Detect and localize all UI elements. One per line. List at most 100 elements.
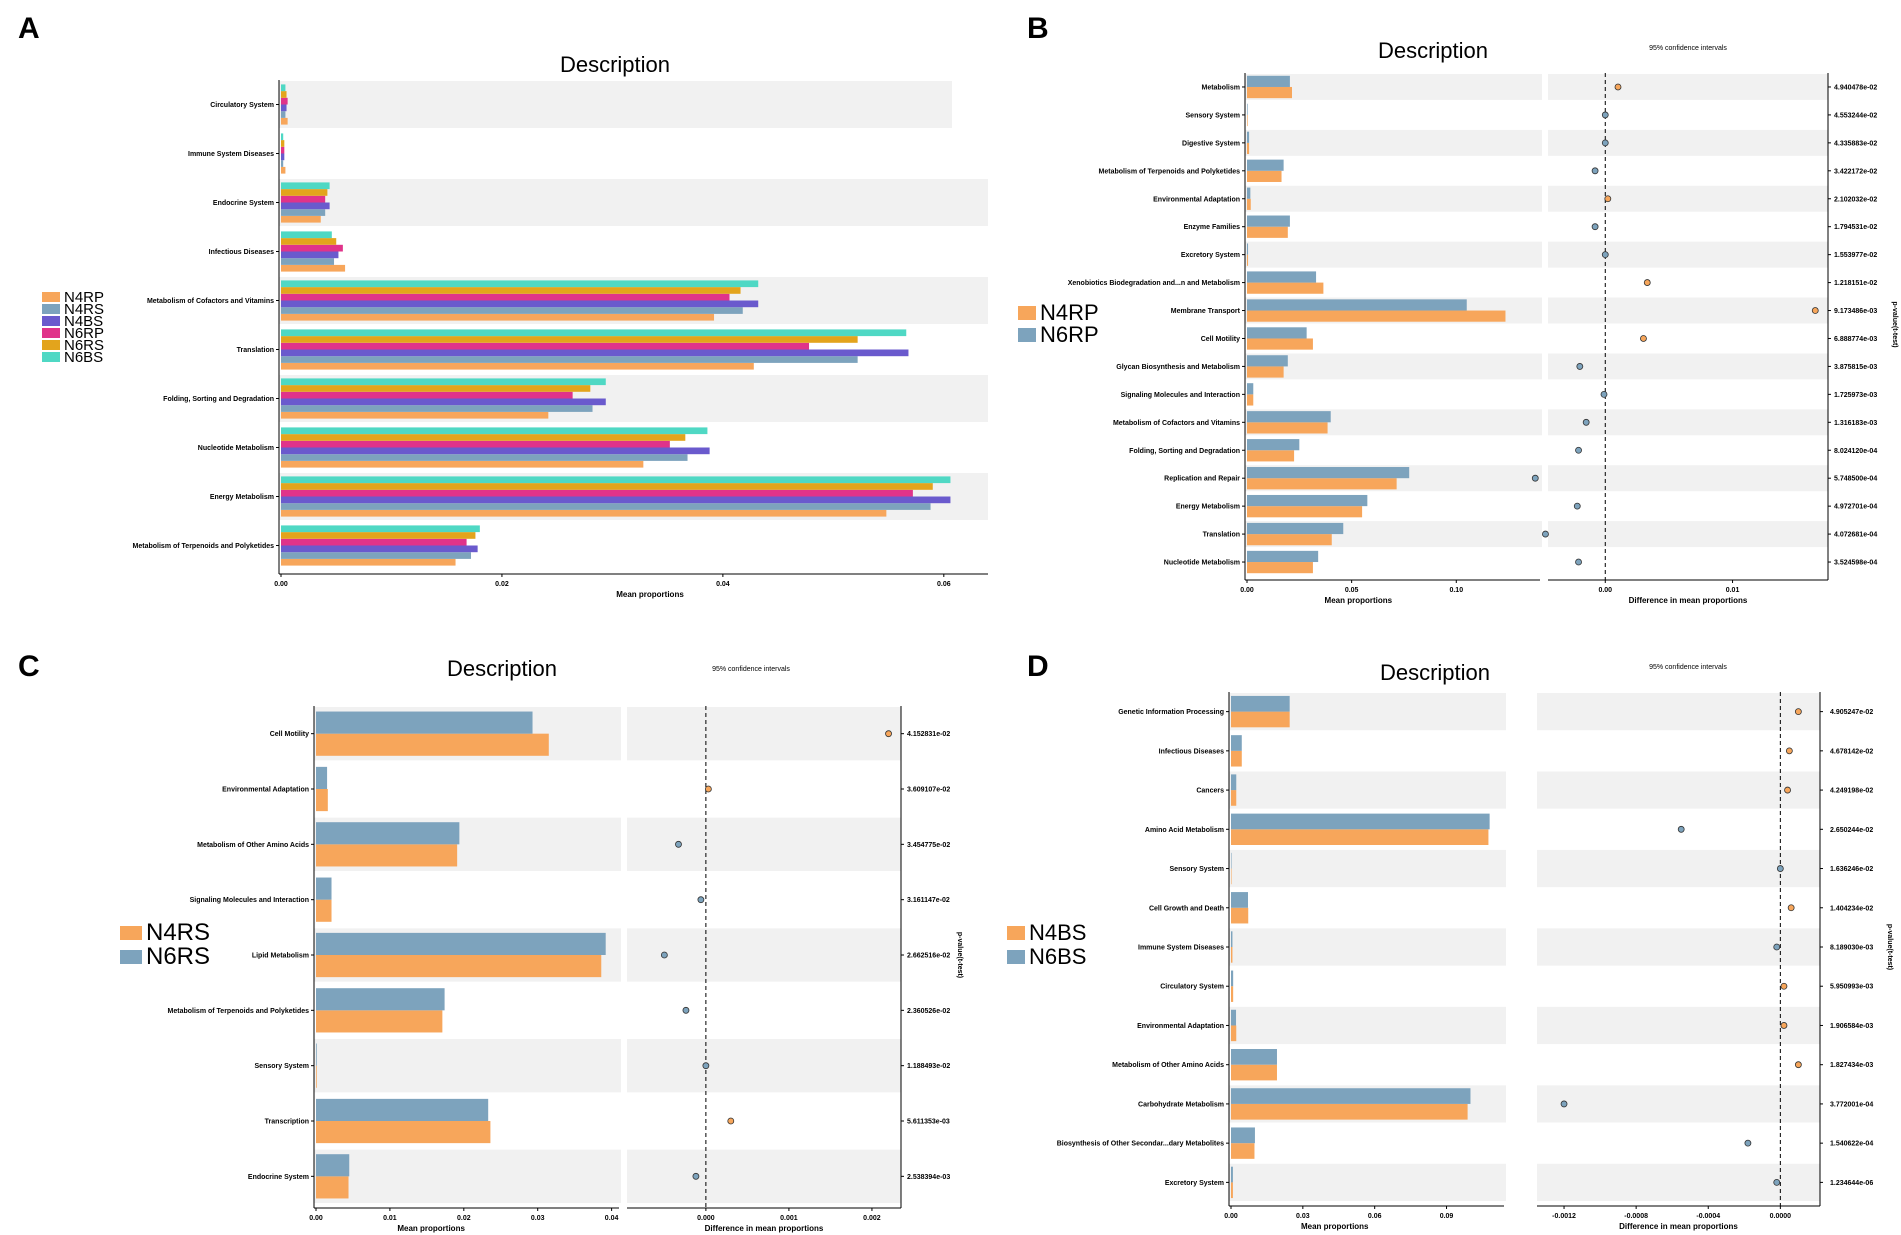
row-stripe-ci [627, 817, 901, 871]
bar-n4rs [316, 733, 549, 756]
bar-n6rp [1247, 159, 1284, 171]
bar-n4rs [316, 1010, 443, 1033]
bar-n6rp [281, 538, 467, 546]
bar-n6rs [316, 822, 460, 845]
x-tick-label: 0.02 [495, 581, 509, 588]
category-label: Replication and Repair [1164, 476, 1240, 483]
bar-n4rp [1247, 282, 1324, 294]
bar-n6rs [316, 766, 328, 789]
bar-n4rs [281, 160, 284, 167]
bar-n6rp [281, 195, 326, 203]
category-label: Xenobiotics Biodegradation and...n and M… [1068, 280, 1240, 287]
category-label: Environmental Adaptation [1137, 1023, 1224, 1030]
pvalue-label: 1.553977e-02 [1834, 252, 1877, 259]
bar-n6bs [1231, 892, 1249, 908]
row-stripe [1229, 1006, 1506, 1045]
pvalue-label: 3.772001e-04 [1830, 1101, 1873, 1108]
bar-n4rs [281, 258, 335, 265]
row-stripe [279, 81, 988, 128]
diff-point [1591, 223, 1599, 231]
category-label: Cell Motility [1201, 336, 1240, 343]
diff-point [692, 1172, 700, 1180]
pvalue-label: 1.188493e-02 [907, 1063, 950, 1070]
pvalue-axis-title: p-value(t-test) [1886, 924, 1893, 970]
bar-n4rp [1247, 170, 1282, 182]
bar-n6bs [1231, 735, 1242, 751]
bar-n6bs [1231, 852, 1232, 869]
category-label: Immune System Diseases [1138, 945, 1224, 952]
legend-swatch [42, 340, 60, 350]
bar-n4bs [1231, 711, 1290, 728]
bar-n6rp [281, 489, 913, 497]
diff-point [704, 785, 712, 793]
row-stripe-ci [1548, 409, 1828, 436]
bar-n6rp [281, 97, 288, 105]
category-label: Sensory System [255, 1063, 309, 1070]
legend-swatch [120, 926, 142, 940]
category-label: Infectious Diseases [209, 249, 274, 256]
bar-n6rs [281, 91, 287, 98]
pvalue-label: 8.189030e-03 [1830, 945, 1873, 952]
legend-label: N6RP [64, 325, 104, 342]
bar-n6rs [316, 1154, 350, 1177]
category-label: Digestive System [1182, 140, 1240, 147]
row-stripe [314, 1039, 621, 1093]
bar-n4bs [281, 251, 339, 259]
bar-n6bs [1231, 774, 1237, 791]
pvalue-label: 9.173486e-03 [1834, 308, 1877, 315]
diff-point [1614, 83, 1622, 91]
diff-point [697, 896, 705, 904]
category-label: Endocrine System [213, 200, 274, 207]
row-stripe-ci [1537, 1085, 1820, 1123]
diff-point [1575, 558, 1582, 566]
category-label: Translation [1203, 532, 1240, 539]
bar-n6rp [1247, 103, 1248, 115]
row-stripe [314, 1149, 621, 1203]
diff-point [1601, 139, 1609, 147]
x-tick-label: 0.03 [1296, 1213, 1310, 1220]
ci-title: 95% confidence intervals [1649, 664, 1727, 671]
pvalue-label: 3.875815e-03 [1834, 364, 1877, 371]
pvalue-label: 4.152831e-02 [907, 731, 950, 738]
pvalue-label: 3.454775e-02 [907, 842, 950, 849]
bar-n6bs [281, 378, 606, 386]
pvalue-label: 1.316183e-03 [1834, 420, 1877, 427]
diff-point [885, 730, 892, 738]
pvalue-label: 4.678142e-02 [1830, 748, 1873, 755]
category-label: Nucleotide Metabolism [1164, 560, 1240, 567]
category-label: Excretory System [1181, 252, 1240, 259]
category-label: Sensory System [1186, 112, 1240, 119]
pvalue-axis-title: p-value(t-test) [956, 932, 963, 978]
diff-point [1582, 418, 1590, 426]
bar-n4rp [281, 509, 887, 517]
bar-n4rs [281, 405, 593, 412]
x-tick-label: 0.00 [274, 581, 288, 588]
bar-n6rp [281, 293, 730, 301]
x-tick-label: 0.01 [383, 1215, 397, 1222]
category-label: Carbohydrate Metabolism [1138, 1101, 1224, 1108]
bar-n6bs [1231, 931, 1233, 947]
diff-point [1591, 167, 1599, 175]
row-stripe-ci [1537, 849, 1820, 888]
diff-point [1784, 786, 1791, 794]
category-label: Enzyme Families [1184, 224, 1241, 231]
category-label: Transcription [265, 1119, 309, 1126]
bar-n4bs [1231, 1064, 1277, 1081]
bar-n4rp [1247, 86, 1292, 99]
row-stripe-ci [1537, 928, 1820, 966]
category-label: Genetic Information Processing [1118, 709, 1224, 716]
row-stripe [1229, 771, 1506, 809]
bar-n4bs [1231, 868, 1232, 885]
bar-n6rs [316, 988, 445, 1011]
pvalue-label: 2.662516e-02 [907, 953, 950, 960]
bar-n4rs [281, 552, 472, 559]
category-label: Metabolism of Other Amino Acids [197, 842, 309, 849]
category-label: Biosynthesis of Other Secondar...dary Me… [1057, 1141, 1224, 1148]
bar-n4rp [1247, 562, 1313, 574]
diff-point [1601, 251, 1609, 259]
category-label: Excretory System [1165, 1180, 1224, 1187]
bar-n4bs [281, 202, 330, 210]
stripe-notch [952, 81, 988, 128]
ci-title: 95% confidence intervals [712, 666, 790, 673]
